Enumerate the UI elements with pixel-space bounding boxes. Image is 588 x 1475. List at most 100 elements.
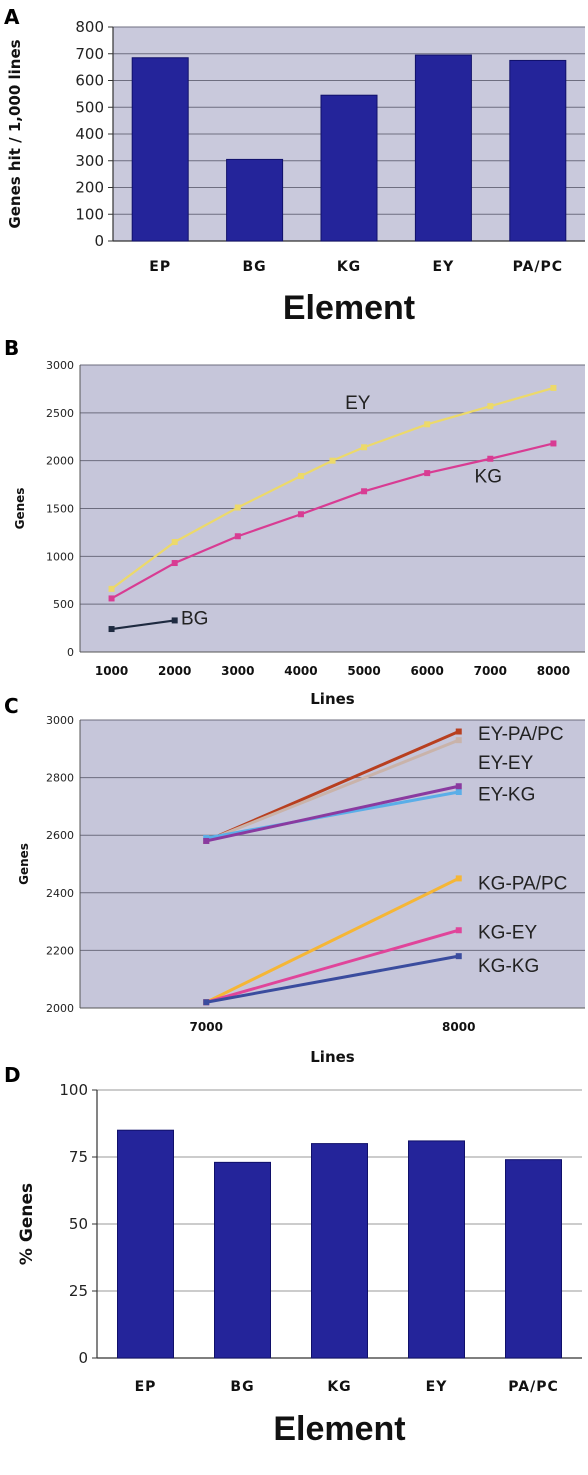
series-label-kg: KG: [475, 467, 502, 488]
data-point: [455, 927, 462, 934]
data-point: [171, 538, 178, 545]
data-point: [234, 504, 241, 511]
x-tick-label: 6000: [410, 664, 443, 678]
y-tick-label: 600: [75, 72, 104, 90]
bar-bg: [226, 158, 284, 242]
series-line-kg-kg: [205, 954, 460, 1004]
data-point: [455, 953, 462, 960]
data-point: [171, 560, 178, 567]
y-tick-label: 0: [67, 646, 74, 659]
series-label-ey: EY: [345, 393, 371, 414]
data-point: [171, 617, 178, 624]
data-point: [455, 875, 462, 882]
x-axis-title: Lines: [310, 1048, 355, 1066]
bar-ey: [408, 1140, 465, 1359]
y-tick-label: 25: [69, 1282, 88, 1300]
data-point: [455, 783, 462, 790]
y-tick-label: 300: [75, 152, 104, 170]
data-point: [424, 470, 431, 477]
x-axis-title: Element: [273, 1410, 405, 1448]
x-tick-label: 2000: [158, 664, 191, 678]
series-line-bg: [111, 619, 175, 631]
x-tick-label: 7000: [474, 664, 507, 678]
y-tick-label: 2000: [46, 1002, 74, 1015]
y-tick-label: 100: [75, 205, 104, 223]
y-tick-label: 2800: [46, 772, 74, 785]
x-category-label: PA/PC: [508, 1379, 558, 1395]
series-label-kg-pa-pc: KG-PA/PC: [478, 874, 567, 895]
data-point: [297, 472, 304, 479]
series-line-kg-ey: [205, 928, 460, 1004]
series-label-ey-kg: EY-KG: [478, 784, 535, 805]
bar-ep: [131, 57, 189, 242]
data-point: [329, 457, 336, 464]
y-tick-label: 1500: [46, 503, 74, 516]
x-category-label: KG: [327, 1379, 351, 1395]
y-tick-label: 3000: [46, 359, 74, 372]
x-axis-title: Lines: [310, 690, 355, 708]
chart-b: 0 500 1000 1500 2000 2500 3000 1000 2000 3000 4000…: [13, 359, 585, 708]
x-category-label: EY: [433, 259, 455, 275]
series-label-bg: BG: [181, 608, 208, 629]
x-category-label: PA/PC: [513, 259, 563, 275]
data-point: [455, 737, 462, 744]
data-point: [455, 728, 462, 735]
series-line-ey-kg: [205, 784, 460, 843]
data-point: [455, 789, 462, 795]
data-point: [234, 533, 241, 540]
panel-letter-c: C: [4, 694, 19, 718]
x-tick-label: 4000: [284, 664, 317, 678]
bar-ey: [414, 54, 472, 242]
x-tick-label: 3000: [221, 664, 254, 678]
data-point: [550, 384, 557, 391]
y-axis-title: Genes hit / 1,000 lines: [6, 39, 24, 228]
y-tick-label: 200: [75, 179, 104, 197]
y-tick-label: 2500: [46, 407, 74, 420]
series-label-ey-ey: EY-EY: [478, 753, 534, 774]
y-tick-label: 100: [59, 1081, 88, 1099]
bar-ep: [117, 1129, 174, 1359]
bar-kg: [320, 94, 378, 242]
y-tick-label: 3000: [46, 714, 74, 727]
data-point: [108, 595, 115, 602]
data-point: [108, 626, 115, 633]
x-category-label: EY: [426, 1379, 448, 1395]
y-tick-label: 2000: [46, 455, 74, 468]
panel-letter-a: A: [4, 5, 20, 29]
plot-area: [80, 720, 585, 1008]
bar-bg: [214, 1161, 271, 1359]
x-tick-label: 1000: [95, 664, 128, 678]
data-point: [487, 403, 494, 410]
series-label-kg-ey: KG-EY: [478, 923, 537, 944]
y-axis-title: % Genes: [17, 1183, 37, 1265]
x-tick-label: 5000: [347, 664, 380, 678]
y-tick-label: 2600: [46, 829, 74, 842]
chart-c: 2000 2200 2400 2600 2800 3000 7000 8000 Lines Gen…: [17, 714, 585, 1066]
y-tick-label: 2200: [46, 944, 74, 957]
y-tick-label: 500: [75, 98, 104, 116]
y-tick-label: 700: [75, 45, 104, 63]
y-tick-label: 0: [94, 232, 104, 250]
y-tick-label: 75: [69, 1148, 88, 1166]
data-point: [297, 511, 304, 518]
bar-pa-pc: [509, 59, 567, 242]
x-category-label: EP: [135, 1379, 157, 1395]
y-axis-title: Genes: [17, 843, 31, 885]
data-point: [361, 444, 368, 451]
data-point: [203, 999, 210, 1006]
y-axis-title: Genes: [13, 488, 27, 530]
y-tick-label: 1000: [46, 550, 74, 563]
data-point: [550, 440, 557, 447]
bar-kg: [311, 1143, 368, 1359]
panel-letter-b: B: [4, 336, 19, 360]
y-tick-label: 2400: [46, 887, 74, 900]
series-label-ey-pa-pc: EY-PA/PC: [478, 724, 564, 745]
x-category-label: EP: [149, 259, 171, 275]
data-point: [108, 585, 115, 592]
series-label-kg-kg: KG-KG: [478, 956, 539, 977]
x-tick-label: 8000: [537, 664, 570, 678]
y-tick-label: 50: [69, 1215, 88, 1233]
x-category-label: BG: [230, 1379, 254, 1395]
data-point: [203, 837, 210, 844]
